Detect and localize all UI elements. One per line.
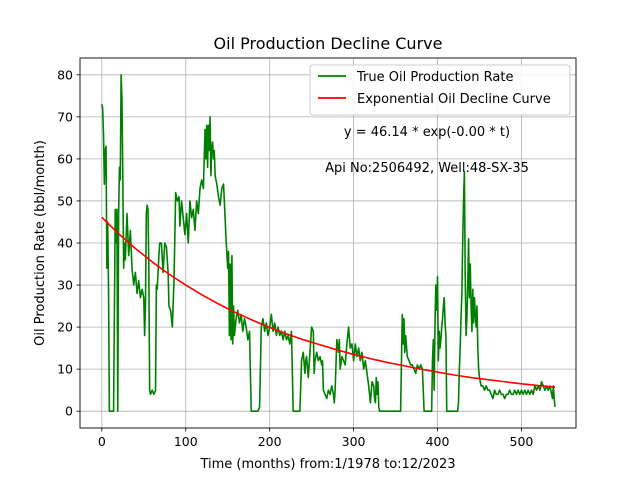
- legend-box: [309, 64, 571, 116]
- true-rate-line: [101, 74, 556, 412]
- y-tick-label: 20: [57, 320, 73, 335]
- y-tick-label: 60: [57, 151, 73, 166]
- y-tick-label: 40: [57, 236, 73, 251]
- y-tick-label: 80: [57, 67, 73, 82]
- y-tick-label: 0: [65, 404, 73, 419]
- x-axis-label: Time (months) from:1/1978 to:12/2023: [199, 457, 455, 472]
- chart-title: Oil Production Decline Curve: [214, 34, 443, 53]
- legend-label-true-rate: True Oil Production Rate: [356, 70, 513, 85]
- y-tick-label: 30: [57, 278, 73, 293]
- equation-annotation: y = 46.14 * exp(-0.00 * t): [344, 125, 510, 140]
- series-layer: [101, 74, 556, 412]
- y-tick-label: 70: [57, 109, 73, 124]
- x-tick-label: 400: [426, 434, 450, 449]
- y-tick-label: 10: [57, 362, 73, 377]
- x-tick-label: 100: [174, 434, 198, 449]
- y-axis-label: Oil Production Rate (bbl/month): [33, 140, 48, 346]
- plot-area: [101, 74, 556, 412]
- legend: True Oil Production Rate Exponential Oil…: [309, 64, 571, 116]
- x-tick-label: 500: [510, 434, 534, 449]
- plot-frame: [79, 57, 577, 429]
- legend-label-decline-curve: Exponential Oil Decline Curve: [357, 92, 551, 107]
- decline-curve-line: [101, 216, 556, 389]
- y-tick-label: 50: [57, 193, 73, 208]
- x-tick-label: 200: [258, 434, 282, 449]
- axis-ticks: 0 100 200 300 400 500 0 10 20 30 40 50 60 70 80: [57, 67, 533, 449]
- well-annotation: Api No:2506492, Well:48-SX-35: [325, 161, 529, 176]
- x-tick-label: 0: [98, 434, 106, 449]
- x-tick-label: 300: [342, 434, 366, 449]
